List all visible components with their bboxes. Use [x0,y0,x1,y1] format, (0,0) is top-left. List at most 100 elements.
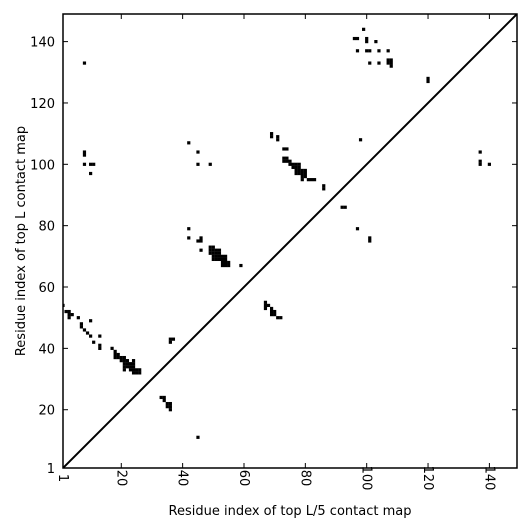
contact-point [223,257,228,262]
contact-point [220,263,225,268]
contact-point [208,245,212,249]
contact-point [125,365,130,369]
contact-point [122,365,126,369]
contact-point [199,236,203,240]
contact-points [63,27,491,439]
contact-point [187,141,191,145]
contact-point [282,159,286,163]
contact-point [125,359,130,363]
contact-point [368,49,372,53]
contact-point [263,303,268,308]
contact-point [171,337,176,341]
contact-point [89,162,93,166]
contact-point [389,61,393,65]
contact-point [92,340,96,344]
contact-point [223,254,228,258]
contact-point [119,359,123,363]
contact-point [82,328,87,332]
contact-point [196,150,200,154]
contact-point [377,49,381,53]
contact-point [288,159,292,163]
contact-point [352,36,357,41]
contact-point [223,260,228,265]
contact-point [128,362,133,366]
contact-point [273,313,277,317]
y-tick-label: 80 [38,220,55,235]
contact-point [217,254,222,258]
contact-point [214,257,218,262]
contact-point [294,168,298,173]
contact-point [135,371,139,375]
y-tick-label: 1 [47,462,55,477]
contact-point [374,40,378,44]
contact-point [300,178,304,182]
contact-point [273,309,277,314]
contact-point [208,251,212,255]
y-tick-label: 40 [38,342,55,357]
contact-point [63,303,65,308]
contact-point [322,184,326,188]
contact-point [211,254,215,258]
contact-point [285,147,289,151]
x-tick-label: 100 [359,466,374,491]
contact-point [196,435,200,439]
contact-point [199,239,203,243]
x-tick-label: 60 [236,470,251,487]
contact-point [131,371,136,375]
x-axis-ticks: 1 20 40 60 80 100 120 140 [55,14,496,490]
contact-point [113,349,117,354]
contact-point [368,239,372,243]
contact-point [478,162,482,166]
contact-point [67,309,71,314]
y-tick-label: 60 [38,281,55,296]
contact-point [196,162,200,166]
contact-point [365,49,369,53]
contact-point [355,227,360,231]
contact-point [187,236,191,240]
contact-point [362,27,366,31]
contact-point [309,178,314,182]
contact-point [128,365,133,369]
contact-point [266,303,271,308]
contact-point [297,171,301,176]
contact-point [365,40,369,44]
contact-point [85,331,90,335]
contact-point [269,309,274,314]
contact-point [223,263,228,268]
contact-point [92,162,96,166]
contact-point [294,162,298,166]
contact-point [312,178,317,182]
contact-point [220,254,225,258]
y-axis-label: Residue index of top L contact map [14,126,29,356]
contact-point [368,61,372,65]
contact-point [300,168,304,173]
contact-point [116,355,120,360]
contact-point [214,254,218,258]
contact-point [276,138,280,142]
contact-point [478,159,482,163]
diagonal-line [63,14,517,468]
contact-point [135,368,139,372]
contact-point [239,263,243,268]
contact-point [300,174,304,179]
contact-point [282,156,286,160]
contact-point [214,248,218,252]
contact-point [355,36,360,41]
contact-point [168,337,172,341]
contact-point [269,306,274,311]
x-tick-label: 80 [297,470,312,487]
y-tick-label: 20 [38,404,55,419]
contact-point [355,49,360,53]
contact-point [358,138,363,142]
x-tick-label: 20 [113,470,128,487]
contact-point [343,205,347,209]
contact-point [98,334,102,338]
contact-point [291,165,295,169]
contact-point [487,162,491,166]
contact-point [294,165,298,169]
y-tick-label: 140 [30,36,55,51]
contact-point [165,401,169,406]
contact-point [220,260,225,265]
contact-point [276,316,280,320]
contact-point [276,135,280,139]
